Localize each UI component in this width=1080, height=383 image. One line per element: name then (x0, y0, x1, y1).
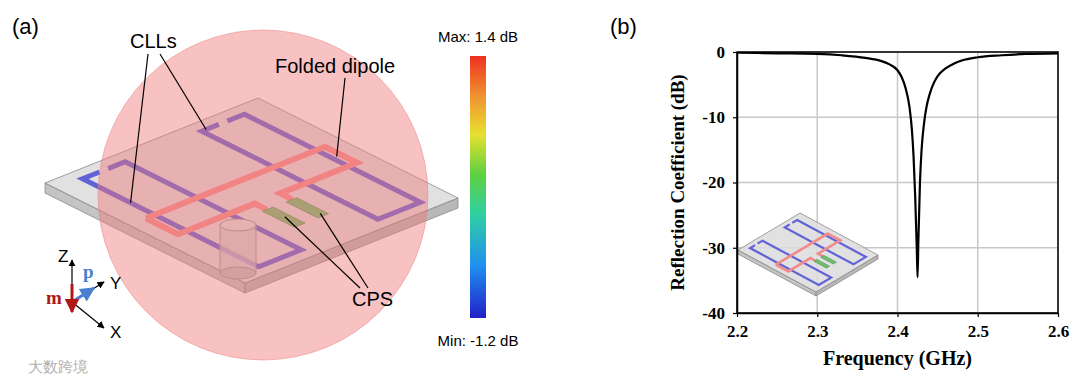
colorbar-label: Max: 1.4 dB (438, 28, 518, 45)
panel-a: CLLs Folded dipole CPS Z Y Xpm Max: 1.4 dB Min:… (45, 28, 518, 360)
leader-line (160, 54, 206, 130)
coord-axis (72, 282, 104, 302)
coord-axis (72, 302, 104, 328)
panel-label: (a) (12, 14, 39, 39)
annotation: CLLs (130, 30, 177, 52)
colorbar-label: Min: -1.2 dB (438, 332, 519, 349)
moment-label: p (83, 261, 94, 282)
inset (738, 213, 878, 296)
moment-arrow (71, 284, 74, 312)
tick-label: -40 (702, 304, 725, 323)
leader-line (320, 213, 368, 288)
tick-label: 2.4 (887, 322, 909, 341)
data-line (737, 53, 1058, 277)
folded-dipole (776, 258, 815, 271)
coord-label: Z (58, 247, 68, 266)
tick-label: 2.2 (727, 322, 748, 341)
tick: 2.6 (1048, 313, 1069, 341)
tick: -10 (702, 108, 737, 127)
leader-line (337, 78, 345, 157)
tick: -20 (702, 173, 737, 192)
annotation: Folded dipole (275, 55, 395, 77)
tick: 0 (717, 43, 738, 62)
grid-line (737, 182, 1058, 184)
colorbar (470, 56, 486, 318)
figure: (a) (b) CLLs Folded dipole CPS Z Y Xpm Max: 1.4 … (0, 0, 1080, 383)
board-top (738, 213, 878, 292)
tick-label: -10 (702, 108, 725, 127)
axis-title: Reflection Coefficient (dB) (667, 74, 689, 290)
y-axis: -40 -30 -20 -10 0 (702, 43, 737, 323)
tick-label: 2.6 (1048, 322, 1069, 341)
plot-frame (737, 52, 1058, 313)
watermark: 大数跨境 (28, 358, 88, 376)
panel-b: 2.2 2.3 2.4 2.5 2.6 -40 -30 -20 -10 0 Frequency (G… (667, 43, 1069, 370)
leader-line (285, 217, 360, 288)
radiation-pattern (98, 30, 428, 360)
tick: 2.4 (887, 313, 909, 341)
moment-arrow (72, 288, 94, 302)
axis-title: Frequency (GHz) (823, 347, 972, 370)
tick: -30 (702, 239, 737, 258)
cps-pad (821, 255, 837, 264)
leader-line (131, 54, 148, 203)
tick-label: 2.5 (968, 322, 989, 341)
coord-label: X (110, 323, 121, 342)
plot-area (737, 53, 1058, 277)
tick-label: 2.3 (807, 322, 828, 341)
moment-label: m (46, 287, 62, 308)
tick-label: 0 (717, 43, 726, 62)
panel-label: (b) (610, 14, 637, 39)
annotation: CPS (352, 288, 393, 310)
tick-label: -20 (702, 173, 725, 192)
cll (785, 220, 866, 264)
cll (750, 241, 831, 285)
x-axis: 2.2 2.3 2.4 2.5 2.6 (727, 313, 1069, 341)
tick-label: -30 (702, 239, 725, 258)
tick: 2.5 (968, 313, 989, 341)
tick: 2.2 (727, 313, 748, 341)
tick: -40 (702, 304, 737, 323)
coord-label: Y (110, 274, 121, 293)
tick: 2.3 (807, 313, 828, 341)
grid-line (737, 117, 1058, 119)
